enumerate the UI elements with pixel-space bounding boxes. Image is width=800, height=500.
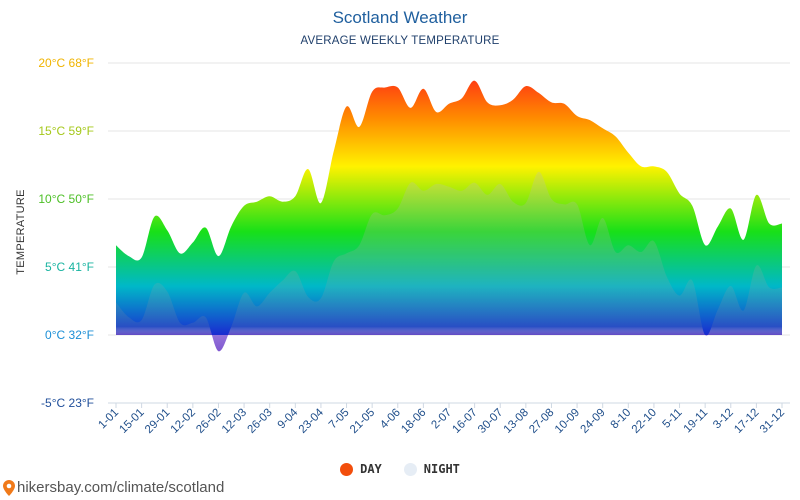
legend-day-label: DAY: [360, 462, 382, 476]
legend-item-night[interactable]: NIGHT: [403, 462, 460, 476]
x-tick-label: 16-07: [450, 407, 479, 436]
x-tick-label: 31-12: [758, 407, 787, 436]
temperature-chart: 20°C 68°F 15°C 59°F 10°C 50°F 5°C 41°F 0°C 3…: [38, 56, 790, 436]
x-tick-label: 23-04: [297, 406, 327, 436]
y-tick-label: 15°C 59°F: [38, 124, 94, 138]
x-tick-label: 21-05: [348, 407, 377, 436]
legend: DAY NIGHT: [0, 462, 800, 476]
day-swatch-icon: [340, 462, 354, 476]
x-tick-label: 18-06: [399, 407, 428, 436]
y-tick-label: 0°C 32°F: [45, 328, 94, 342]
night-series-area: [116, 171, 782, 352]
source-link[interactable]: hikersbay.com/climate/scotland: [3, 479, 224, 496]
chart-title: Scotland Weather: [332, 8, 468, 27]
chart-subtitle: AVERAGE WEEKLY TEMPERATURE: [300, 35, 500, 47]
x-tick-label: 19-11: [682, 407, 711, 436]
y-tick-label: 10°C 50°F: [38, 192, 94, 206]
source-url: hikersbay.com/climate/scotland: [17, 479, 225, 496]
x-tick-label: 17-12: [732, 407, 761, 436]
y-tick-labels: 20°C 68°F 15°C 59°F 10°C 50°F 5°C 41°F 0°C 3…: [38, 56, 94, 410]
y-tick-label: 20°C 68°F: [38, 56, 94, 70]
x-tick-label: 10-09: [553, 407, 582, 436]
x-tick-label: 24-09: [579, 407, 608, 436]
x-tick-label: 12-02: [169, 407, 198, 436]
x-tick-label: 27-08: [527, 407, 556, 436]
night-series-shade: [116, 171, 782, 335]
y-tick-label: 5°C 41°F: [45, 260, 94, 274]
x-tick-label: 15-01: [117, 407, 146, 436]
legend-night-label: NIGHT: [423, 462, 460, 476]
x-tick-label: 26-02: [194, 407, 223, 436]
legend-item-day[interactable]: DAY: [340, 462, 382, 476]
x-tick-label: 26-03: [246, 407, 275, 436]
series-areas: [116, 80, 782, 352]
location-pin-icon: [3, 479, 15, 496]
x-tick-label: 22-10: [630, 407, 659, 436]
x-tick-label: 30-07: [476, 407, 505, 436]
y-tick-label: -5°C 23°F: [41, 396, 94, 410]
x-tick-label: 29-01: [143, 407, 172, 436]
x-tick-label: 12-03: [220, 407, 249, 436]
x-tick-label: 13-08: [502, 407, 531, 436]
night-swatch-icon: [403, 462, 417, 476]
